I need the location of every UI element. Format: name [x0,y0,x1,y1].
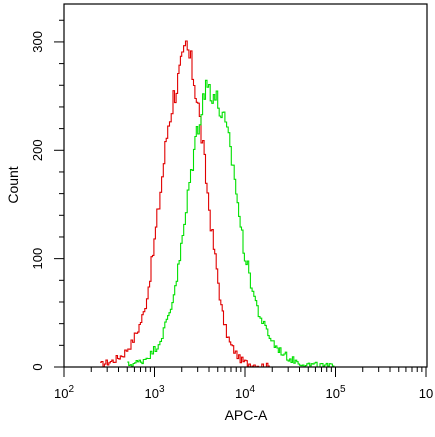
y-tick-label: 0 [30,363,45,370]
x-axis-title: APC-A [225,407,268,423]
x-axis-ticks [63,367,427,377]
x-tick-label: 10 [419,386,433,401]
x-tick-label: 103 [144,384,164,401]
x-axis-tick-labels: 102 103 104 105 10 [54,384,433,401]
series-line-2 [127,79,336,368]
x-tick-label: 104 [235,384,255,401]
y-axis-ticks [54,19,64,368]
y-axis-tick-labels: 0 100 200 300 [30,31,45,371]
series-line-1 [100,40,273,368]
series-layer [100,40,336,368]
y-axis-title: Count [5,166,21,203]
y-tick-label: 200 [30,139,45,161]
y-tick-label: 100 [30,248,45,270]
x-tick-label: 105 [325,384,345,401]
y-tick-label: 300 [30,31,45,53]
x-tick-label: 102 [54,384,74,401]
